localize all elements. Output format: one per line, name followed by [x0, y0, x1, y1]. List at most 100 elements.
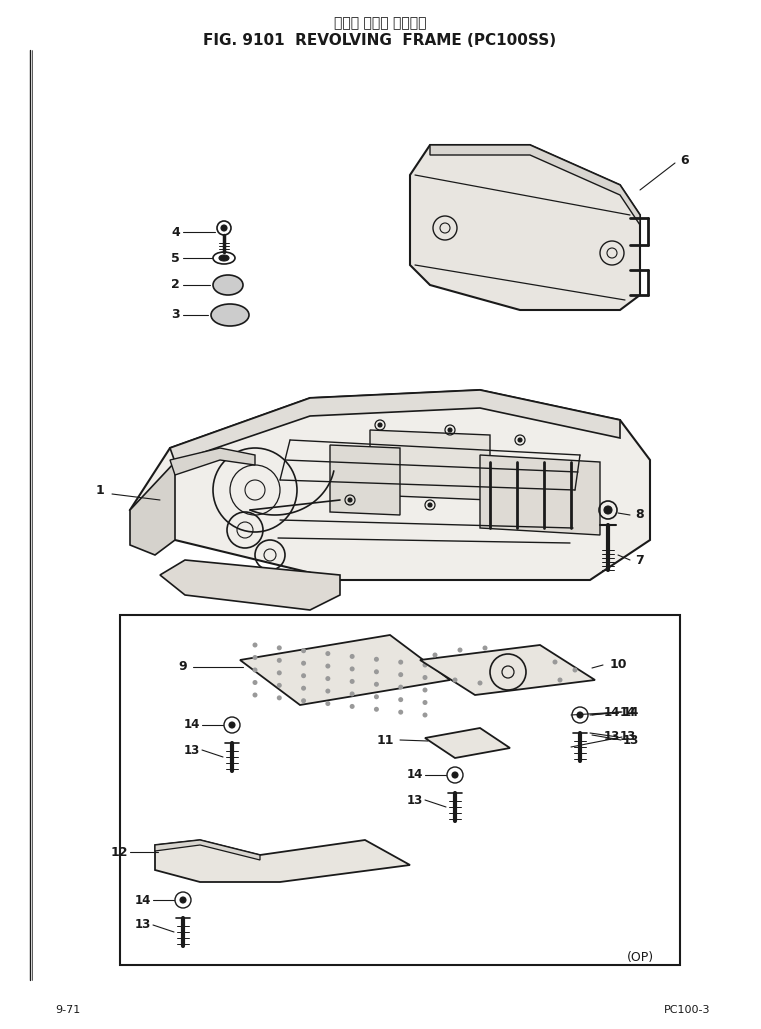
Text: 2: 2	[171, 279, 180, 291]
Circle shape	[448, 428, 452, 432]
Circle shape	[398, 672, 403, 677]
Circle shape	[349, 704, 355, 709]
Circle shape	[453, 677, 457, 682]
Circle shape	[277, 645, 282, 650]
Circle shape	[428, 503, 432, 507]
Circle shape	[301, 648, 306, 653]
Circle shape	[301, 661, 306, 666]
Circle shape	[326, 664, 330, 669]
Polygon shape	[130, 462, 175, 555]
Circle shape	[301, 699, 306, 703]
Text: 14: 14	[406, 769, 423, 781]
Circle shape	[253, 693, 257, 698]
Polygon shape	[330, 445, 400, 514]
Text: 13: 13	[135, 919, 151, 931]
Circle shape	[457, 647, 463, 652]
Text: 4: 4	[171, 225, 180, 239]
Circle shape	[277, 670, 282, 675]
Bar	[120, 615, 680, 965]
Circle shape	[422, 700, 428, 705]
Polygon shape	[370, 430, 490, 500]
Circle shape	[349, 653, 355, 659]
Text: 11: 11	[376, 734, 393, 746]
Circle shape	[422, 687, 428, 693]
Circle shape	[253, 642, 257, 647]
Circle shape	[374, 657, 379, 662]
Text: 3: 3	[171, 309, 180, 321]
Polygon shape	[130, 390, 650, 580]
Text: 9: 9	[179, 661, 187, 674]
Text: 13: 13	[623, 734, 639, 746]
Text: PC100-3: PC100-3	[664, 1005, 710, 1015]
Circle shape	[378, 423, 382, 427]
Circle shape	[253, 668, 257, 673]
Circle shape	[572, 668, 578, 673]
Text: FIG. 9101  REVOLVING  FRAME (PC100SS): FIG. 9101 REVOLVING FRAME (PC100SS)	[203, 33, 556, 48]
Circle shape	[518, 438, 522, 442]
Circle shape	[422, 712, 428, 717]
Text: 10: 10	[610, 659, 627, 672]
Text: レボル ビング フレーム: レボル ビング フレーム	[334, 16, 426, 30]
Text: 1: 1	[96, 484, 104, 497]
Circle shape	[277, 683, 282, 687]
Ellipse shape	[211, 304, 249, 326]
Polygon shape	[425, 728, 510, 758]
Polygon shape	[155, 840, 260, 860]
Circle shape	[326, 676, 330, 681]
Polygon shape	[160, 560, 340, 610]
Ellipse shape	[219, 255, 229, 261]
Polygon shape	[155, 840, 410, 882]
Polygon shape	[240, 635, 450, 705]
Polygon shape	[170, 390, 620, 462]
Text: 14: 14	[183, 718, 200, 732]
Polygon shape	[170, 448, 255, 475]
Circle shape	[221, 225, 227, 230]
Circle shape	[301, 673, 306, 678]
Circle shape	[422, 675, 428, 680]
Circle shape	[432, 652, 438, 658]
Circle shape	[349, 667, 355, 672]
Circle shape	[398, 697, 403, 702]
Text: 14: 14	[603, 706, 620, 718]
Polygon shape	[430, 145, 640, 225]
Circle shape	[326, 651, 330, 657]
Circle shape	[422, 663, 428, 668]
Circle shape	[229, 722, 235, 728]
Circle shape	[398, 710, 403, 715]
Polygon shape	[410, 145, 640, 310]
Polygon shape	[420, 645, 595, 695]
Text: 14: 14	[623, 706, 639, 718]
Circle shape	[577, 712, 583, 718]
Circle shape	[558, 677, 562, 682]
Circle shape	[374, 682, 379, 686]
Text: (OP): (OP)	[626, 952, 654, 964]
Circle shape	[552, 660, 558, 665]
Circle shape	[477, 680, 482, 685]
Text: 13: 13	[603, 731, 620, 744]
Text: 7: 7	[635, 554, 645, 567]
Polygon shape	[480, 455, 600, 535]
Text: 14: 14	[620, 706, 636, 718]
Circle shape	[398, 684, 403, 689]
Circle shape	[374, 695, 379, 700]
Text: 13: 13	[183, 744, 200, 756]
Circle shape	[277, 696, 282, 701]
Text: 13: 13	[620, 731, 636, 744]
Circle shape	[326, 688, 330, 694]
Text: 6: 6	[680, 153, 689, 167]
Circle shape	[180, 897, 186, 903]
Circle shape	[374, 707, 379, 712]
Text: 8: 8	[635, 508, 645, 522]
Circle shape	[253, 655, 257, 660]
Circle shape	[253, 680, 257, 685]
Ellipse shape	[213, 275, 243, 295]
Circle shape	[374, 669, 379, 674]
Circle shape	[349, 679, 355, 684]
Text: 9-71: 9-71	[55, 1005, 80, 1015]
Text: 14: 14	[135, 893, 151, 907]
Circle shape	[398, 660, 403, 665]
Circle shape	[326, 701, 330, 706]
Text: 12: 12	[110, 846, 128, 858]
Circle shape	[452, 772, 458, 778]
Text: 13: 13	[406, 793, 423, 807]
